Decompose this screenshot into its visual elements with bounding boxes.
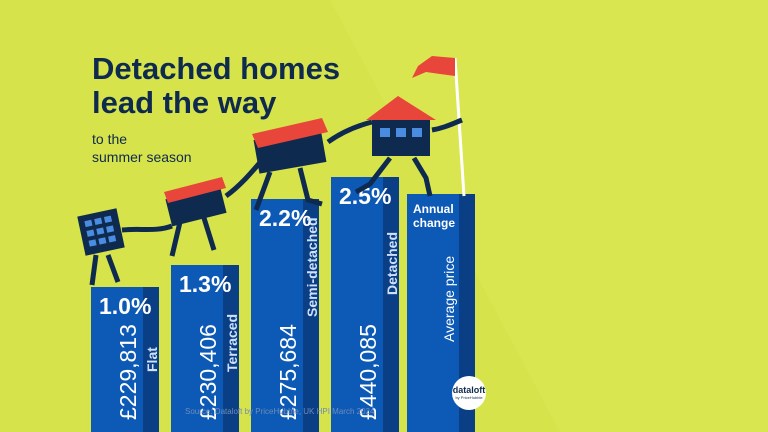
dataloft-logo: dataloft by PriceHubble <box>452 376 486 410</box>
category-label: Flat <box>144 347 160 372</box>
category-label: Semi-detached <box>304 217 320 317</box>
logo-main-text: dataloft <box>452 385 486 395</box>
logo-sub-text: by PriceHubble <box>455 395 483 400</box>
annual-change-label: 1.0% <box>99 292 152 319</box>
bar-shade <box>223 264 239 432</box>
average-price-value: £275,684 <box>275 324 301 420</box>
bar-shade <box>303 198 319 432</box>
source-note: Source: Dataloft by PriceHubble, UK HPI … <box>185 407 375 416</box>
average-price-value: £440,085 <box>355 324 381 420</box>
annual-change-label: 2.5% <box>339 182 392 209</box>
average-price-label: Average price <box>441 255 457 342</box>
title-line-1: Detached homes <box>92 51 341 86</box>
annual-change-label: Annual change <box>413 202 456 230</box>
bar-semi-detached: 2.2% £275,684 Semi-detached <box>251 198 320 432</box>
average-price-value: £229,813 <box>115 324 141 420</box>
annual-change-label: 1.3% <box>179 270 232 297</box>
category-label: Terraced <box>224 313 240 372</box>
bar-shade <box>383 176 399 432</box>
average-price-value: £230,406 <box>195 324 221 420</box>
bar-flat: 1.0% £229,813 Flat <box>91 286 160 432</box>
bar-shade <box>143 286 159 432</box>
bar-detached: 2.5% £440,085 Detached <box>331 176 400 432</box>
legend-bar-shade <box>459 194 475 432</box>
subtitle-line-2: summer season <box>92 149 192 165</box>
subtitle-line-1: to the <box>92 131 128 147</box>
category-label: Detached <box>384 231 400 295</box>
title-line-2: lead the way <box>92 85 277 120</box>
bar-terraced: 1.3% £230,406 Terraced <box>171 264 240 432</box>
